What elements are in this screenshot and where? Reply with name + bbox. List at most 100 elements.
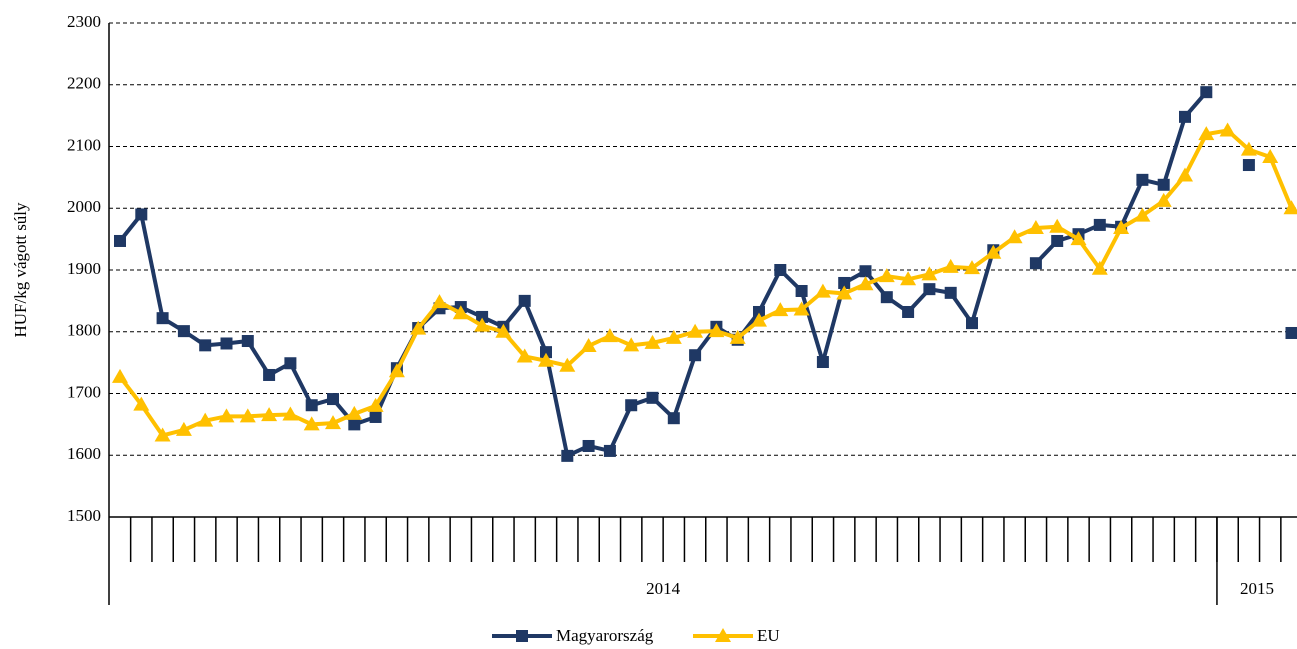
data-point [1113, 220, 1130, 235]
data-point [942, 258, 959, 273]
data-point [753, 305, 765, 318]
data-point [388, 363, 405, 378]
data-point [1262, 148, 1279, 163]
data-point [476, 310, 489, 323]
data-point [241, 335, 254, 348]
group-label: 2014 [646, 579, 681, 598]
series-line [118, 128, 1294, 438]
data-point [1198, 126, 1215, 141]
data-point [516, 348, 533, 363]
data-point [327, 393, 339, 406]
data-point [261, 407, 278, 422]
data-point [369, 410, 382, 423]
data-point [1134, 207, 1151, 222]
data-point [1006, 229, 1023, 244]
data-point [900, 271, 917, 286]
y-tick-label: 1600 [67, 444, 101, 463]
data-point [282, 406, 299, 421]
data-point [838, 276, 851, 289]
data-point [263, 368, 276, 381]
data-point [667, 412, 680, 425]
data-point [966, 317, 978, 330]
data-point [199, 339, 212, 352]
data-point [538, 352, 554, 367]
data-point [220, 337, 233, 350]
y-tick-label: 1800 [67, 321, 101, 340]
data-point [239, 408, 256, 423]
data-point [1091, 260, 1108, 275]
data-point [495, 323, 512, 338]
legend-marker [715, 628, 731, 642]
data-point [1029, 257, 1042, 270]
data-point [518, 294, 531, 307]
data-point [561, 449, 574, 462]
data-point [729, 329, 746, 344]
data-point [325, 415, 341, 430]
data-point [1027, 220, 1044, 235]
data-point [197, 412, 214, 427]
legend-label: EU [757, 626, 780, 645]
group-label: 2015 [1240, 579, 1274, 598]
data-point [1283, 200, 1297, 215]
data-point [1240, 141, 1257, 156]
data-point [348, 418, 361, 431]
data-point [623, 337, 640, 352]
data-point [1136, 173, 1149, 186]
data-point [582, 439, 595, 452]
data-point [284, 357, 297, 370]
data-point [857, 276, 874, 291]
data-point [793, 301, 810, 316]
data-point [944, 286, 957, 299]
data-point [1155, 192, 1172, 207]
data-point [218, 408, 235, 423]
data-point [964, 260, 980, 275]
data-point [410, 320, 427, 335]
data-point [1200, 86, 1213, 99]
data-point [177, 325, 190, 338]
data-point [665, 329, 682, 344]
y-tick-label: 1900 [67, 259, 101, 278]
data-point [774, 264, 787, 276]
data-point [114, 234, 126, 247]
y-tick-label: 1700 [67, 382, 101, 401]
y-tick-label: 2100 [67, 135, 101, 154]
data-point [452, 305, 469, 320]
data-point [814, 283, 831, 298]
data-point [816, 356, 829, 369]
data-point [1285, 326, 1297, 339]
data-point [1219, 122, 1236, 137]
data-point [772, 302, 789, 317]
data-point [559, 357, 576, 372]
data-point [1070, 231, 1087, 246]
data-point [603, 444, 616, 457]
y-tick-label: 2200 [67, 74, 101, 93]
data-point [689, 349, 702, 362]
data-point [540, 346, 552, 359]
data-point [154, 427, 171, 442]
data-point [303, 416, 320, 431]
data-point [795, 284, 808, 297]
data-point [156, 312, 169, 325]
data-point [1051, 234, 1064, 247]
data-point [431, 294, 448, 309]
data-point [305, 399, 318, 412]
data-point [133, 396, 150, 411]
data-point [175, 421, 192, 436]
data-point [1049, 218, 1066, 233]
data-point [859, 265, 872, 278]
data-point [985, 244, 1002, 259]
data-point [880, 291, 893, 304]
data-point [751, 312, 767, 327]
legend-label: Magyarország [556, 626, 654, 645]
data-point [1179, 110, 1191, 123]
data-point [644, 334, 661, 349]
data-point [474, 317, 491, 332]
data-point [625, 399, 638, 412]
data-point [346, 405, 363, 420]
y-tick-label: 2000 [67, 197, 101, 216]
legend-marker [516, 630, 528, 642]
y-tick-label: 1500 [67, 506, 101, 525]
data-point [135, 208, 148, 221]
data-point [646, 391, 659, 404]
